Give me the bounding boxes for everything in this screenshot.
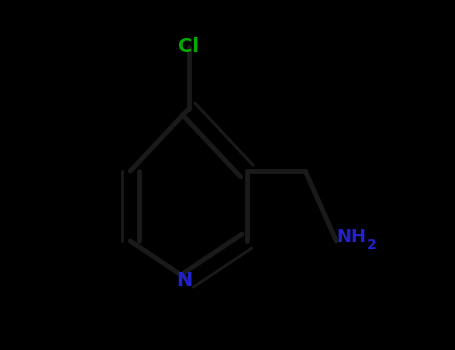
Text: N: N	[177, 271, 193, 289]
Text: 2: 2	[367, 238, 376, 252]
Text: Cl: Cl	[178, 37, 199, 56]
Text: NH: NH	[336, 228, 366, 246]
